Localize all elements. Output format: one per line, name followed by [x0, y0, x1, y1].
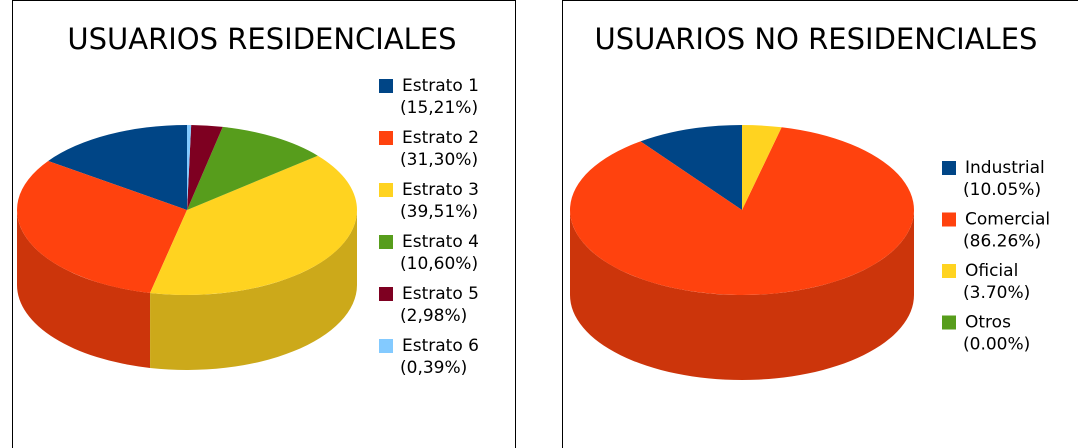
- legend-label: Estrato 1: [402, 76, 479, 96]
- legend-value: (39,51%): [400, 202, 478, 222]
- legend-label: Comercial: [965, 210, 1050, 230]
- legend-value: (2,98%): [400, 306, 467, 326]
- legend-swatch: [942, 212, 956, 227]
- panel-frame: [562, 0, 1078, 448]
- legend-swatch: [379, 131, 393, 145]
- legend-swatch: [379, 183, 393, 197]
- legend-swatch: [942, 264, 956, 278]
- legend-value: (10.05%): [963, 180, 1041, 200]
- legend-swatch: [942, 315, 956, 330]
- pie-slice: [48, 125, 187, 210]
- pie-slice: [187, 126, 318, 210]
- pie-slice: [640, 125, 742, 210]
- legend-swatch: [942, 161, 956, 175]
- legend-swatch: [379, 287, 393, 301]
- legend-label: Otros: [965, 313, 1011, 333]
- pie-side: [17, 210, 151, 368]
- legend-value: (3.70%): [963, 283, 1030, 303]
- legend-swatch: [379, 339, 393, 353]
- legend-value: (0.00%): [963, 335, 1030, 355]
- legend-swatch: [379, 235, 393, 249]
- legend-value: (10,60%): [400, 254, 478, 274]
- pie-slice: [187, 125, 192, 210]
- panel-frame: [12, 0, 516, 448]
- pie-slice: [187, 125, 223, 210]
- legend-label: Estrato 3: [402, 180, 479, 200]
- chart-title: USUARIOS RESIDENCIALES: [67, 22, 456, 56]
- legend-label: Estrato 6: [402, 336, 479, 356]
- legend-value: (15,21%): [400, 98, 478, 118]
- legend-value: (86.26%): [963, 232, 1041, 252]
- pie-side: [150, 210, 357, 370]
- legend-label: Industrial: [965, 158, 1045, 178]
- pie-slice: [150, 155, 358, 295]
- pie-slice: [569, 127, 914, 296]
- legend-label: Estrato 5: [402, 284, 479, 304]
- pie-slice: [16, 160, 188, 293]
- legend-label: Estrato 4: [402, 232, 479, 252]
- pie-slice: [742, 125, 782, 210]
- legend-value: (0,39%): [400, 358, 467, 378]
- legend-label: Estrato 2: [402, 128, 479, 148]
- legend-label: Oficial: [965, 261, 1018, 281]
- legend-value: (31,30%): [400, 150, 478, 170]
- chart-title: USUARIOS NO RESIDENCIALES: [595, 22, 1038, 56]
- legend-swatch: [379, 79, 393, 93]
